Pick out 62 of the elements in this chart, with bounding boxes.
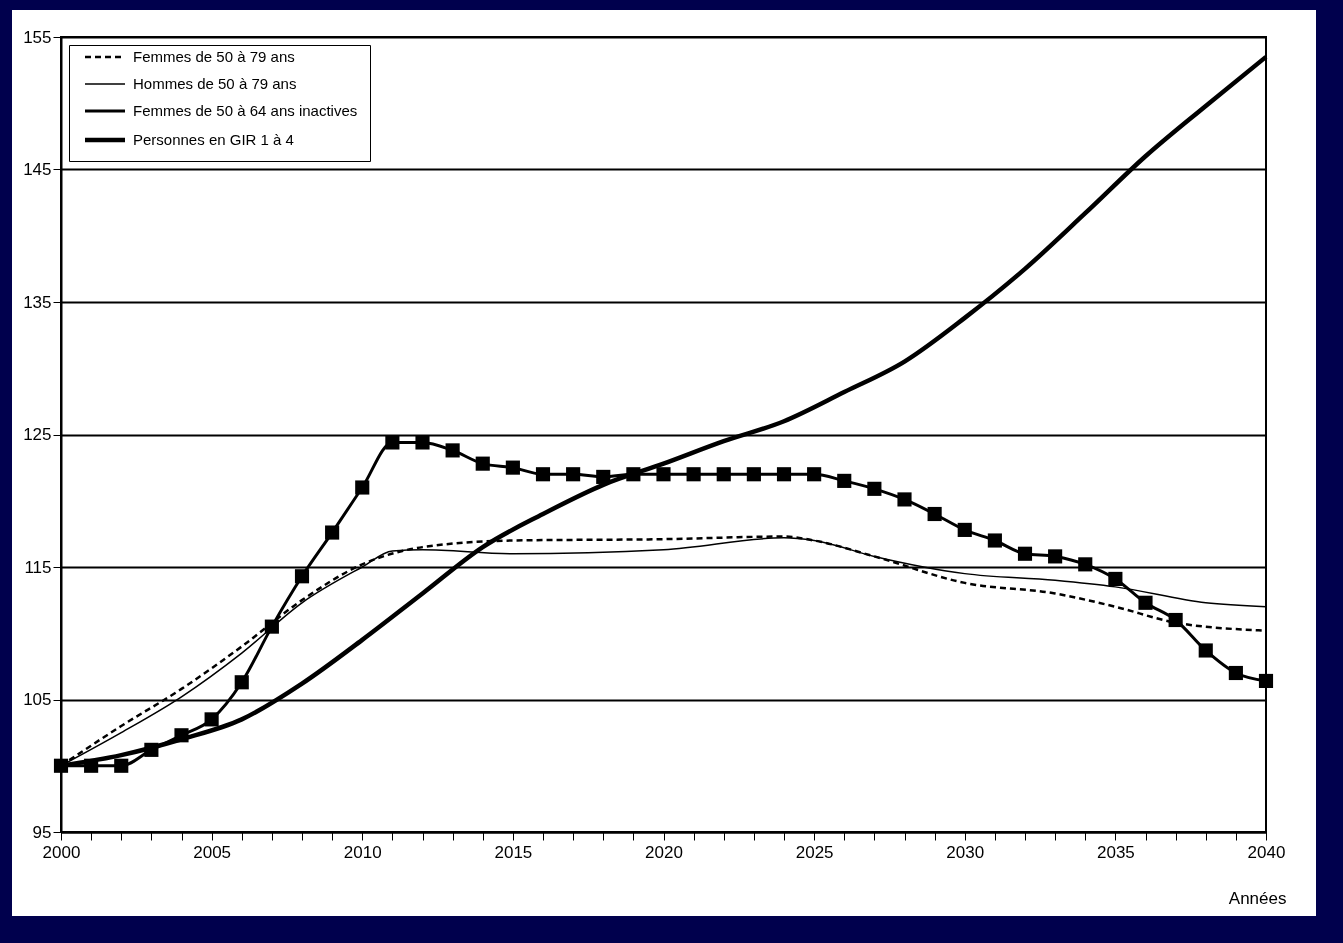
point (1258, 673, 1274, 689)
y-tick-label: 145 (23, 160, 52, 179)
legend-label: Personnes en GIR 1 à 4 (133, 131, 294, 148)
point (1138, 595, 1153, 610)
point (686, 467, 701, 482)
y-tick-label: 135 (23, 292, 52, 312)
x-axis-title: Années (1228, 888, 1287, 908)
point (927, 506, 942, 522)
point (807, 467, 822, 482)
point (264, 619, 279, 634)
point (1168, 612, 1183, 628)
y-tick-label: 95 (32, 822, 52, 842)
y-tick-label: 105 (23, 690, 52, 709)
y-tick-label: 155 (23, 27, 52, 47)
point (1108, 571, 1123, 586)
x-tick-label: 2000 (42, 842, 81, 862)
point (1078, 557, 1093, 572)
point (596, 469, 611, 484)
x-tick-label: 2030 (946, 842, 985, 862)
x-tick-label: 2035 (1096, 842, 1135, 862)
point (566, 467, 581, 482)
point (837, 473, 852, 488)
point (325, 525, 340, 540)
point (867, 481, 882, 496)
legend-label: Femmes de 50 à 79 ans (133, 48, 295, 65)
x-tick-label: 2010 (343, 842, 382, 862)
point (626, 467, 641, 482)
y-tick-label: 115 (24, 557, 52, 577)
point (84, 758, 99, 773)
x-tick-label: 2040 (1247, 842, 1286, 862)
point (294, 569, 310, 584)
point (415, 435, 430, 450)
point (234, 675, 249, 690)
point (1198, 643, 1213, 658)
legend-label: Hommes de 50 à 79 ans (133, 75, 297, 92)
point (776, 467, 792, 482)
point (475, 456, 490, 471)
point (53, 758, 69, 773)
point (535, 467, 551, 482)
legend-label: Femmes de 50 à 64 ans inactives (133, 102, 358, 119)
point (746, 467, 761, 482)
point (144, 742, 159, 757)
point (897, 492, 912, 507)
x-tick-label: 2020 (645, 842, 683, 862)
point (445, 443, 460, 458)
point (174, 728, 189, 743)
point (987, 533, 1002, 548)
point (1048, 549, 1063, 564)
point (385, 435, 400, 450)
point (114, 758, 129, 773)
point (656, 467, 671, 482)
point (505, 460, 520, 475)
y-tick-label: 125 (23, 425, 52, 444)
point (204, 712, 219, 727)
point (1228, 665, 1243, 681)
x-tick-label: 2025 (795, 842, 834, 862)
x-tick-label: 2015 (494, 842, 533, 862)
point (957, 522, 972, 537)
point (355, 480, 370, 495)
point (1017, 546, 1033, 561)
x-tick-label: 2005 (193, 842, 232, 862)
point (716, 467, 731, 482)
